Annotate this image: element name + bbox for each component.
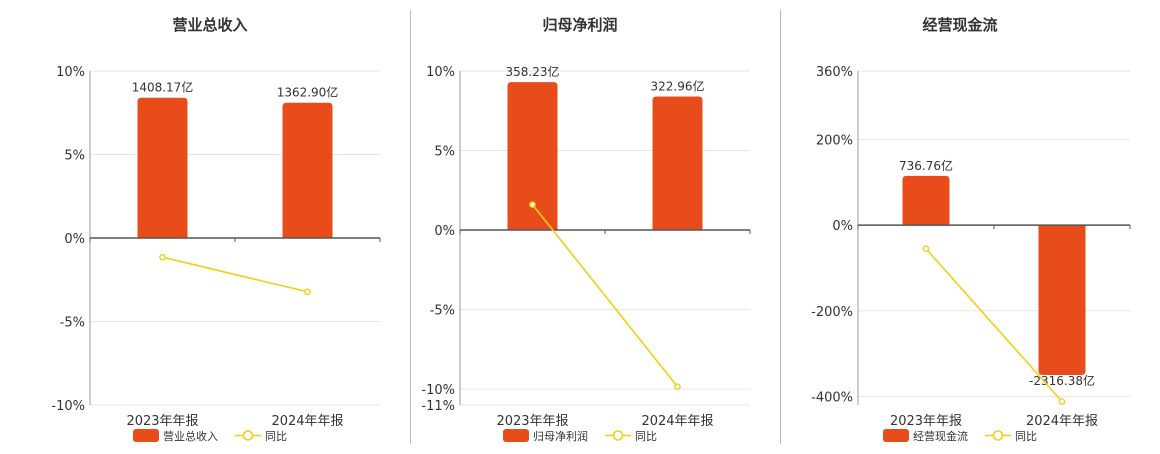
y-tick-label: 5% — [64, 149, 85, 164]
legend-bar-label: 营业总收入 — [163, 429, 218, 443]
y-tick-label: -10% — [421, 383, 455, 398]
legend-growth-label: 同比 — [635, 430, 657, 443]
chart-title: 归母净利润 — [542, 16, 617, 34]
y-tick-label: -10% — [51, 399, 85, 414]
legend-growth-label: 同比 — [1015, 430, 1037, 443]
y-tick-label: -11% — [421, 399, 455, 414]
bar — [652, 96, 703, 231]
bar — [902, 175, 950, 226]
growth-point — [674, 383, 681, 391]
y-tick-label: 5% — [434, 145, 455, 160]
growth-point — [529, 201, 536, 208]
growth-point — [304, 288, 311, 296]
y-tick-label: 0% — [832, 219, 853, 234]
y-tick-label: 360% — [816, 65, 853, 80]
bar-value-label: -2316.38亿 — [1029, 373, 1095, 388]
chart-title: 经营现金流 — [922, 16, 997, 34]
legend-bar-label: 归母净利润 — [533, 429, 588, 443]
bar — [282, 102, 333, 238]
growth-line — [162, 256, 308, 293]
bar-value-label: 1362.90亿 — [277, 85, 339, 100]
bar — [137, 97, 188, 238]
x-category-label: 2024年年报 — [641, 414, 713, 429]
y-tick-label: -5% — [430, 304, 455, 319]
y-tick-label: 0% — [434, 224, 455, 239]
y-tick-label: 200% — [816, 134, 853, 149]
bar — [1038, 225, 1086, 376]
bar — [507, 82, 558, 231]
y-tick-label: -200% — [811, 305, 853, 320]
bar-value-label: 358.23亿 — [506, 64, 560, 79]
legend-bar-swatch — [883, 429, 909, 442]
legend-growth-marker — [242, 430, 254, 441]
y-tick-label: -400% — [811, 390, 853, 405]
chart-title: 营业总收入 — [172, 16, 247, 34]
x-category-label: 2024年年报 — [271, 414, 343, 429]
legend-bar-label: 经营现金流 — [913, 429, 968, 443]
bar-value-label: 736.76亿 — [899, 158, 953, 173]
legend-bar-swatch — [503, 429, 529, 442]
growth-line — [531, 204, 679, 388]
legend-bar-swatch — [133, 429, 159, 442]
y-tick-label: 10% — [426, 65, 455, 80]
y-tick-label: 10% — [56, 65, 85, 80]
x-category-label: 2023年年报 — [496, 414, 568, 429]
x-category-label: 2023年年报 — [890, 414, 962, 429]
y-tick-label: 0% — [64, 232, 85, 247]
legend-growth-label: 同比 — [265, 430, 287, 443]
growth-point — [1058, 398, 1066, 405]
legend-growth-marker — [992, 430, 1004, 441]
x-category-label: 2023年年报 — [126, 414, 198, 429]
growth-line — [925, 248, 1063, 403]
bar-value-label: 1408.17亿 — [132, 80, 194, 95]
x-category-label: 2024年年报 — [1026, 414, 1098, 429]
growth-point — [159, 253, 166, 261]
y-tick-label: -5% — [60, 316, 85, 331]
legend-growth-marker — [612, 430, 624, 441]
bar-value-label: 322.96亿 — [651, 78, 705, 93]
growth-point — [922, 245, 930, 253]
